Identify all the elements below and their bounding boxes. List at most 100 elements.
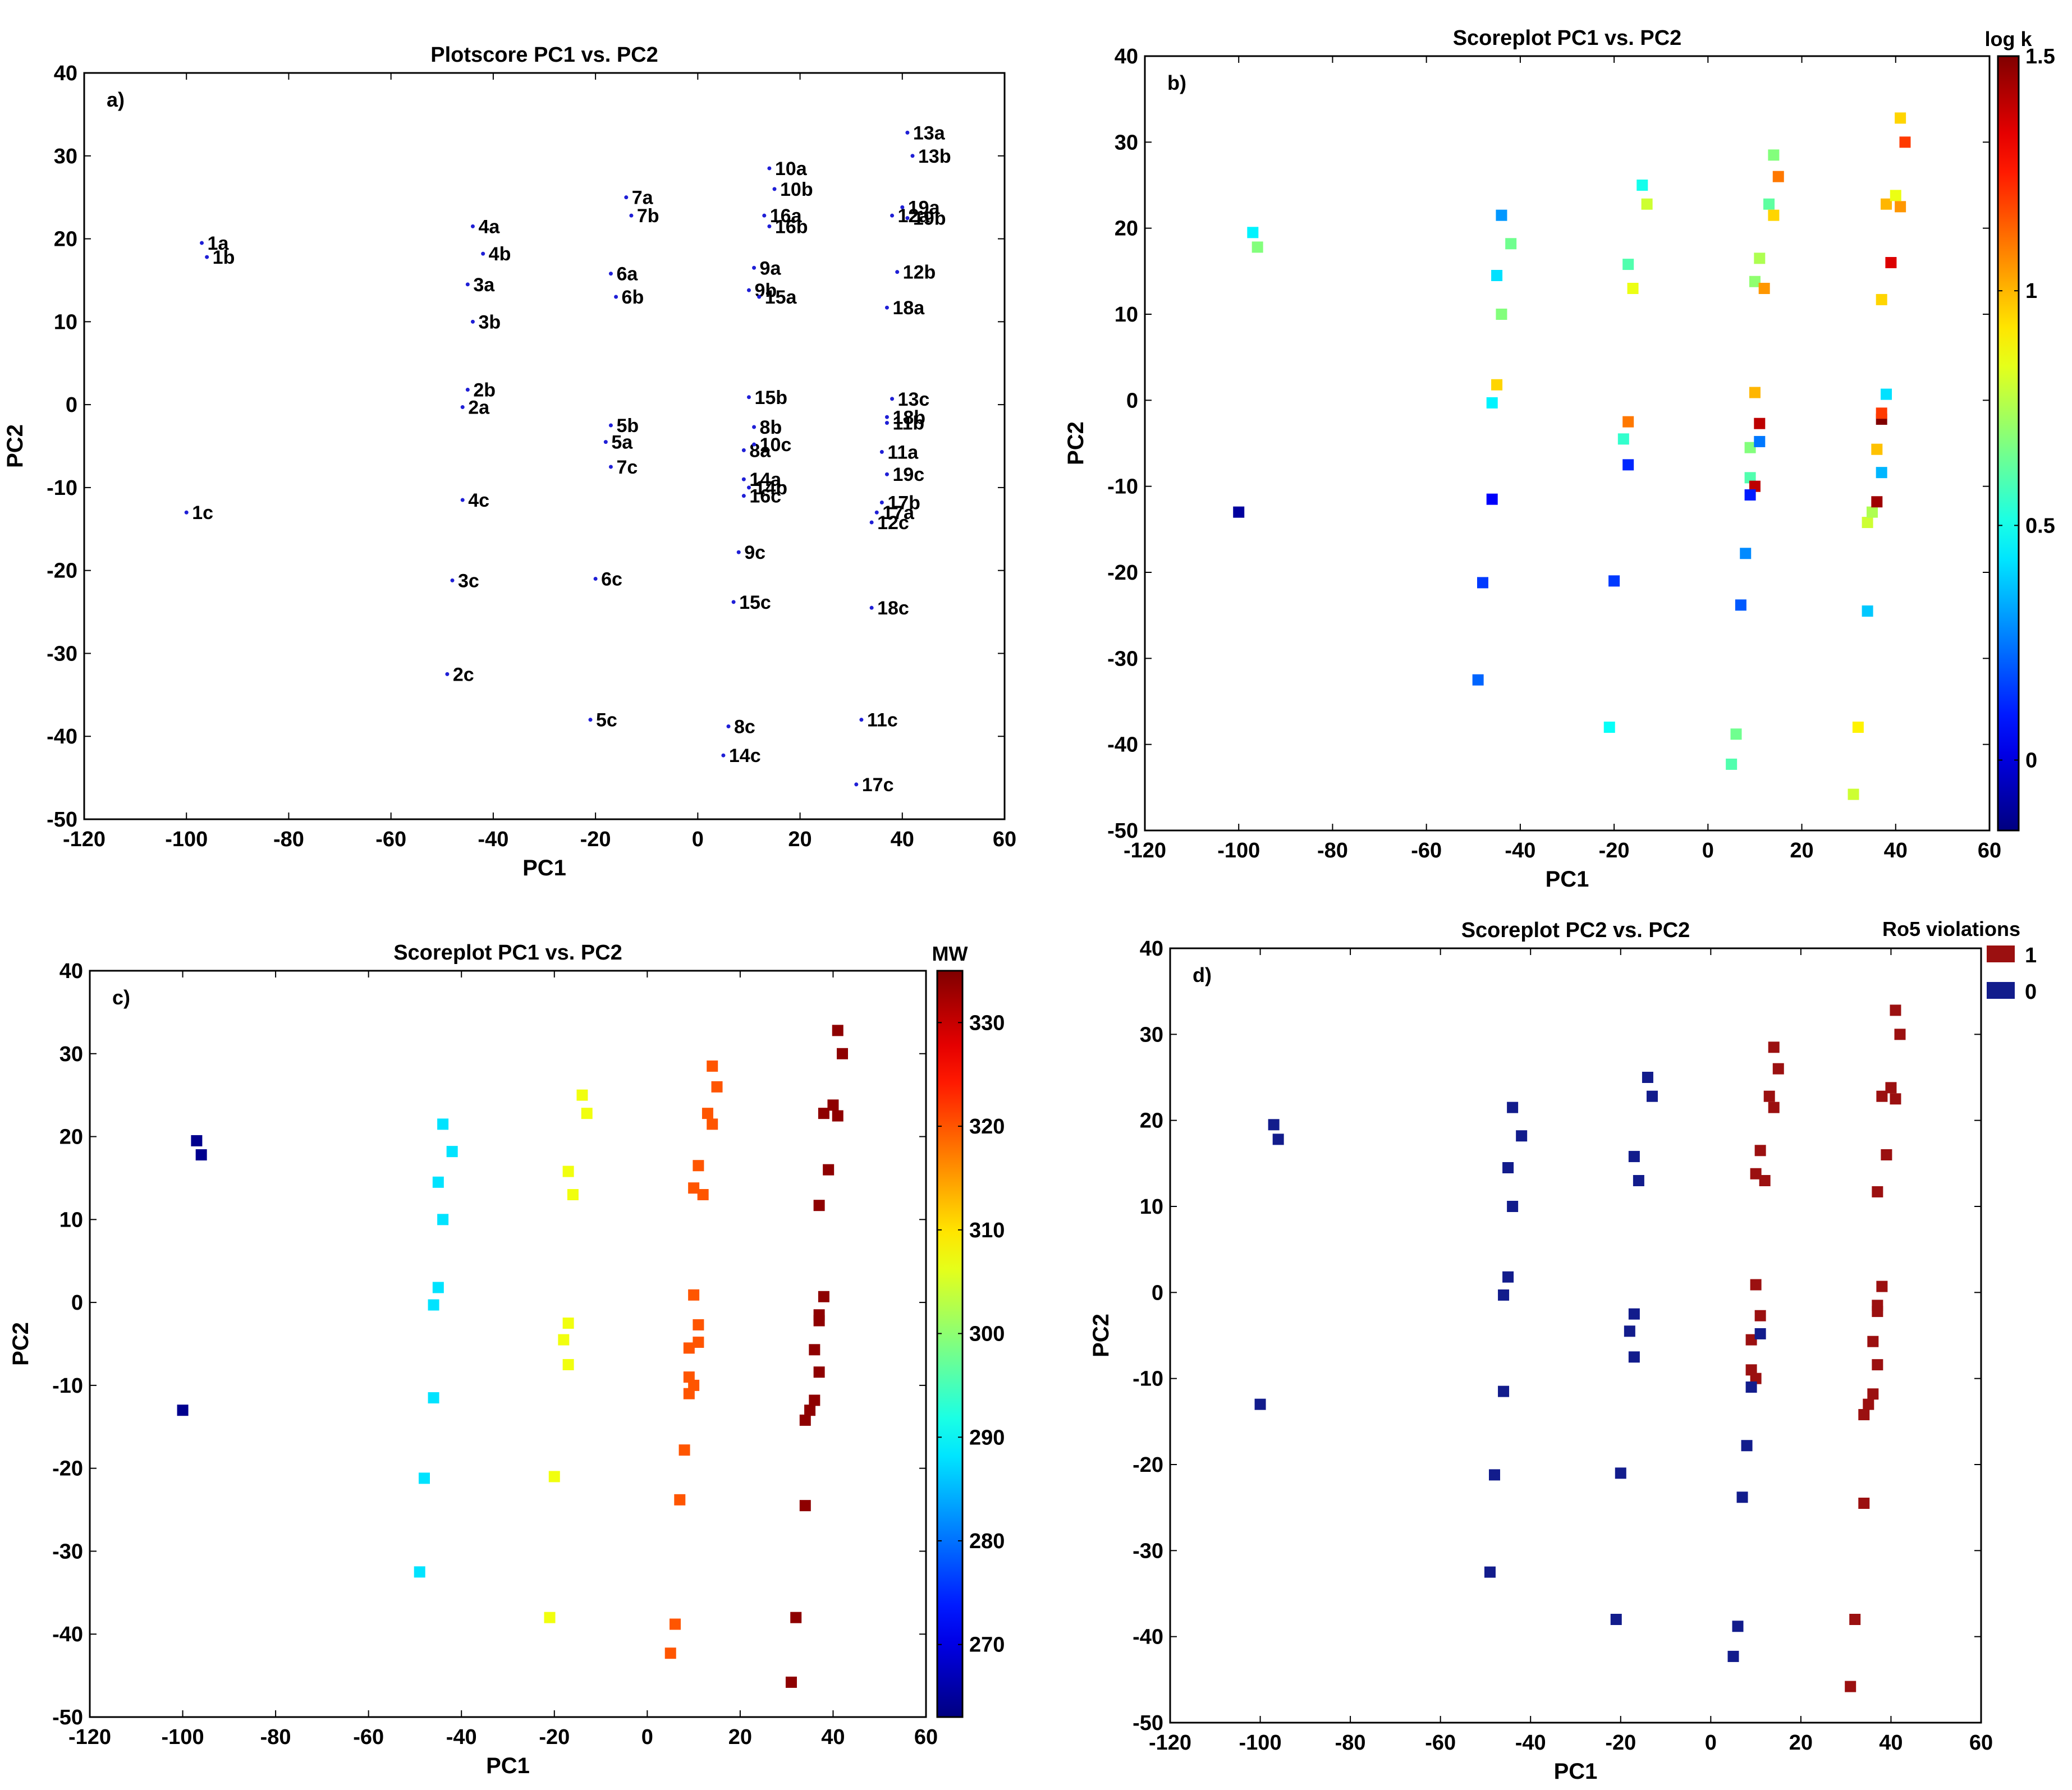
data-point bbox=[1858, 1498, 1870, 1509]
point-label: 19c bbox=[892, 464, 924, 485]
data-point bbox=[1727, 1650, 1739, 1662]
data-point bbox=[683, 1388, 695, 1399]
data-point bbox=[707, 1060, 718, 1072]
data-point bbox=[481, 251, 485, 256]
data-point bbox=[790, 1612, 802, 1623]
colorbar-title: MW bbox=[932, 942, 968, 965]
data-point bbox=[1768, 209, 1780, 221]
data-point bbox=[191, 1135, 203, 1146]
plot-frame bbox=[1169, 947, 1982, 1724]
data-point bbox=[809, 1394, 820, 1406]
data-point bbox=[1754, 1328, 1766, 1339]
point-label: 10a bbox=[775, 158, 808, 180]
data-point bbox=[711, 1081, 723, 1093]
data-point bbox=[772, 187, 777, 191]
colorbar-tick-label: 1.5 bbox=[2025, 45, 2055, 68]
x-tick-label: 40 bbox=[1879, 1731, 1903, 1755]
panel-label: a) bbox=[107, 88, 125, 111]
point-label: 14b bbox=[754, 478, 787, 499]
data-point bbox=[608, 465, 613, 469]
data-point bbox=[1628, 1351, 1640, 1363]
data-point bbox=[1745, 1381, 1757, 1393]
data-point bbox=[905, 216, 910, 221]
data-point bbox=[1881, 388, 1892, 400]
data-point bbox=[1641, 198, 1653, 210]
data-point bbox=[1863, 1398, 1874, 1410]
y-tick-label: -40 bbox=[1133, 1626, 1163, 1649]
data-point bbox=[683, 1342, 695, 1354]
point-label: 11b bbox=[892, 413, 924, 434]
y-tick-label: 20 bbox=[1140, 1109, 1163, 1133]
data-point bbox=[746, 395, 751, 400]
y-tick-label: 30 bbox=[59, 1043, 83, 1066]
x-tick-label: -20 bbox=[1599, 839, 1630, 862]
point-label: 13c bbox=[898, 389, 930, 410]
data-point bbox=[608, 272, 613, 276]
x-tick-label: -60 bbox=[353, 1725, 384, 1749]
data-point bbox=[702, 1108, 713, 1119]
data-point bbox=[832, 1025, 844, 1036]
data-point bbox=[1852, 722, 1864, 733]
chart-panel-3: -120 -100 -80 -60 -40 -20 0 20 40 60-50-40-30-20-… bbox=[8, 941, 1005, 1778]
x-axis-label: PC1 bbox=[1546, 867, 1589, 892]
y-axis-label: PC2 bbox=[1089, 1314, 1113, 1357]
data-point bbox=[741, 448, 746, 452]
y-tick-label: 0 bbox=[1152, 1281, 1163, 1305]
x-tick-label: -120 bbox=[1124, 839, 1166, 862]
data-point bbox=[470, 224, 475, 228]
point-label: 17b bbox=[887, 492, 920, 513]
y-tick-label: -30 bbox=[47, 642, 77, 665]
data-point bbox=[1254, 1398, 1266, 1410]
legend-title: Ro5 violations bbox=[1882, 917, 2020, 940]
data-point bbox=[721, 753, 726, 758]
point-label: 12b bbox=[903, 262, 936, 283]
data-point bbox=[1744, 442, 1756, 453]
data-point bbox=[1744, 472, 1756, 484]
data-point bbox=[1768, 1041, 1780, 1053]
data-point bbox=[1484, 1566, 1496, 1578]
point-label: 3b bbox=[478, 311, 501, 333]
data-point bbox=[804, 1405, 816, 1416]
data-point bbox=[1894, 1029, 1906, 1040]
data-point bbox=[1750, 1373, 1762, 1384]
x-tick-label: 0 bbox=[1705, 1731, 1717, 1755]
point-label: 1c bbox=[192, 502, 213, 524]
data-point bbox=[1622, 259, 1634, 270]
y-tick-label: 30 bbox=[54, 145, 77, 168]
data-point bbox=[837, 1048, 848, 1059]
y-tick-label: -30 bbox=[1107, 647, 1138, 671]
data-point bbox=[736, 550, 741, 554]
data-point bbox=[1871, 496, 1883, 508]
x-tick-label: -60 bbox=[1411, 839, 1442, 862]
data-point bbox=[1899, 136, 1911, 148]
data-point bbox=[1603, 722, 1615, 733]
chart-title: Scoreplot PC1 vs. PC2 bbox=[393, 941, 622, 965]
data-point bbox=[1876, 467, 1887, 479]
data-point bbox=[1268, 1119, 1280, 1131]
point-label: 8c bbox=[734, 716, 755, 737]
data-point bbox=[1505, 238, 1517, 250]
data-point bbox=[900, 205, 905, 209]
data-point bbox=[1615, 1467, 1626, 1479]
x-tick-label: 20 bbox=[728, 1725, 752, 1749]
data-point bbox=[465, 388, 470, 392]
y-tick-label: 40 bbox=[1115, 45, 1138, 68]
data-point bbox=[854, 782, 859, 787]
data-point bbox=[1498, 1289, 1510, 1301]
y-tick-label: 0 bbox=[66, 393, 77, 417]
data-point bbox=[1491, 270, 1503, 281]
x-tick-label: 20 bbox=[788, 828, 812, 851]
data-point bbox=[693, 1319, 704, 1331]
y-tick-label: -40 bbox=[1107, 733, 1138, 757]
point-label: 7b bbox=[637, 205, 659, 227]
point-label: 7c bbox=[616, 457, 638, 478]
data-point bbox=[200, 241, 204, 245]
y-tick-label: -20 bbox=[47, 559, 77, 583]
data-point bbox=[1516, 1130, 1528, 1142]
data-point bbox=[419, 1472, 430, 1484]
data-point bbox=[1233, 506, 1245, 518]
data-point bbox=[603, 440, 608, 444]
y-tick-label: -40 bbox=[47, 725, 77, 749]
y-tick-label: 30 bbox=[1115, 131, 1138, 154]
